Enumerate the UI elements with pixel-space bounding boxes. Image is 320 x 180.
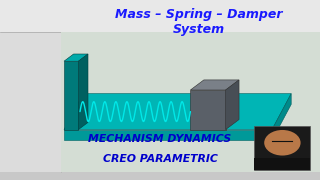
- Ellipse shape: [264, 130, 300, 156]
- Bar: [254, 158, 310, 170]
- Polygon shape: [190, 90, 226, 130]
- Polygon shape: [64, 54, 88, 61]
- Bar: [0, 31, 61, 172]
- Polygon shape: [78, 54, 88, 130]
- Polygon shape: [272, 94, 291, 140]
- Polygon shape: [226, 80, 239, 130]
- Text: Mass – Spring – Damper
System: Mass – Spring – Damper System: [115, 8, 282, 36]
- Polygon shape: [64, 94, 291, 130]
- Text: CREO PARAMETRIC: CREO PARAMETRIC: [103, 154, 217, 164]
- Bar: [0, 0, 320, 31]
- Bar: [61, 31, 320, 172]
- Bar: [0, 172, 320, 180]
- Bar: [254, 126, 310, 170]
- Polygon shape: [190, 80, 239, 90]
- Text: MECHANISM DYNAMICS: MECHANISM DYNAMICS: [88, 134, 232, 145]
- Polygon shape: [64, 61, 78, 130]
- Polygon shape: [64, 130, 272, 140]
